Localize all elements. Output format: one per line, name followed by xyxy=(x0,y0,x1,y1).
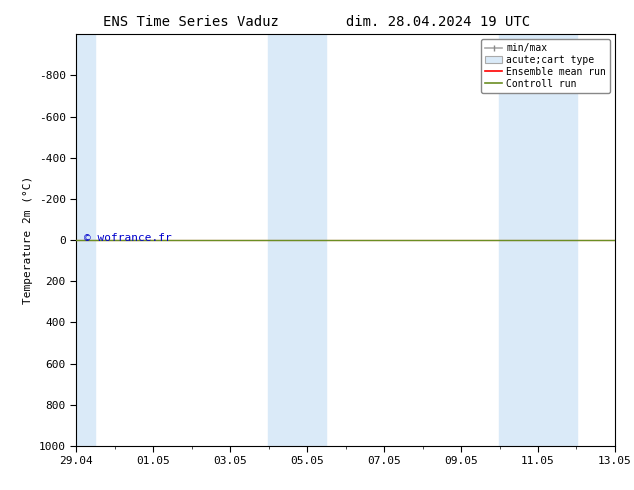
Bar xyxy=(500,34,576,446)
Bar xyxy=(76,34,95,446)
Y-axis label: Temperature 2m (°C): Temperature 2m (°C) xyxy=(23,176,33,304)
Bar xyxy=(268,34,327,446)
Text: © wofrance.fr: © wofrance.fr xyxy=(84,233,172,243)
Legend: min/max, acute;cart type, Ensemble mean run, Controll run: min/max, acute;cart type, Ensemble mean … xyxy=(481,39,610,93)
Text: ENS Time Series Vaduz        dim. 28.04.2024 19 UTC: ENS Time Series Vaduz dim. 28.04.2024 19… xyxy=(103,15,531,29)
